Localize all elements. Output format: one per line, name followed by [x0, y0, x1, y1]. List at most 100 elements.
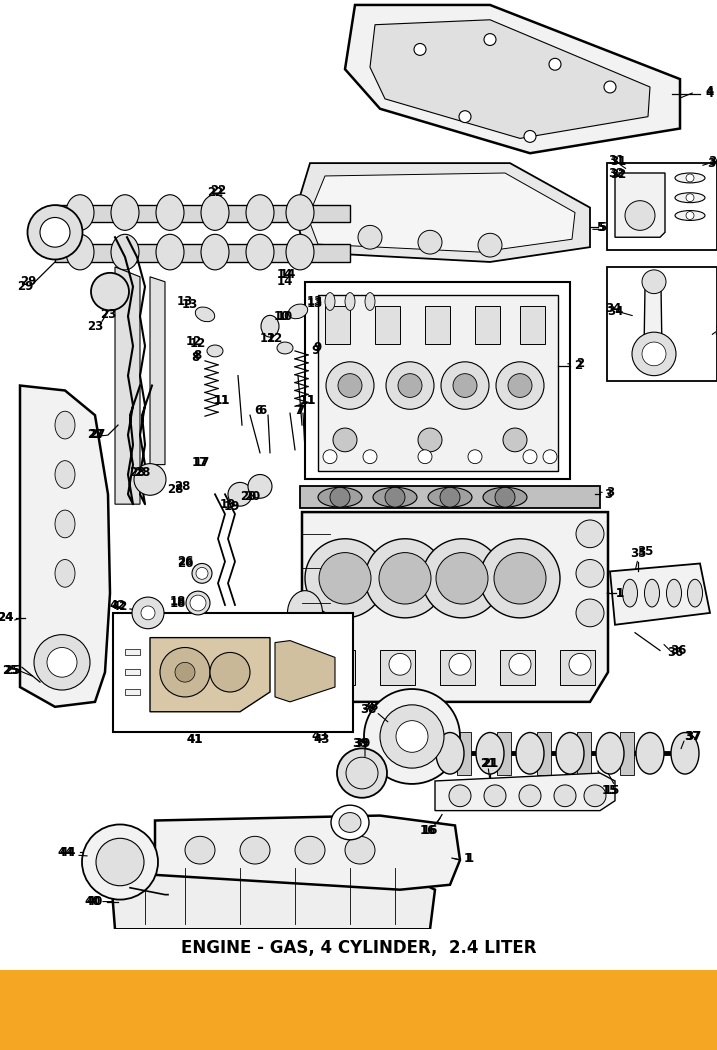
Circle shape [523, 449, 537, 464]
Ellipse shape [201, 194, 229, 230]
Circle shape [414, 43, 426, 56]
Circle shape [329, 653, 351, 675]
Ellipse shape [195, 307, 214, 321]
Circle shape [398, 374, 422, 397]
Circle shape [576, 560, 604, 587]
Circle shape [604, 81, 616, 92]
Text: 12: 12 [186, 335, 202, 348]
Text: 1: 1 [466, 852, 474, 864]
Text: 15: 15 [602, 784, 618, 797]
Circle shape [436, 552, 488, 604]
Ellipse shape [373, 487, 417, 507]
Circle shape [396, 720, 428, 752]
Ellipse shape [192, 564, 212, 583]
Ellipse shape [325, 293, 335, 311]
Ellipse shape [55, 461, 75, 488]
Text: 16: 16 [420, 824, 436, 837]
Ellipse shape [318, 487, 362, 507]
Text: 25: 25 [4, 664, 20, 677]
Ellipse shape [365, 293, 375, 311]
Ellipse shape [185, 836, 215, 864]
Circle shape [480, 539, 560, 617]
Text: 18: 18 [170, 596, 186, 609]
Ellipse shape [675, 173, 705, 183]
Text: 29: 29 [20, 275, 36, 289]
Text: 32: 32 [610, 168, 626, 182]
Ellipse shape [675, 211, 705, 220]
Ellipse shape [246, 234, 274, 270]
Text: 34: 34 [607, 304, 623, 318]
Circle shape [34, 634, 90, 690]
Bar [113, 613, 353, 732]
Circle shape [576, 600, 604, 627]
Ellipse shape [645, 580, 660, 607]
Circle shape [441, 362, 489, 410]
Text: 23: 23 [87, 320, 103, 333]
Ellipse shape [55, 412, 75, 439]
Ellipse shape [91, 273, 129, 311]
Text: 13: 13 [182, 298, 198, 311]
Text: ENGINE - GAS, 4 CYLINDER,  2.4 LITER: ENGINE - GAS, 4 CYLINDER, 2.4 LITER [181, 940, 536, 958]
Text: 7: 7 [296, 404, 304, 417]
Text: 11: 11 [300, 394, 316, 406]
Ellipse shape [261, 315, 279, 337]
Circle shape [175, 663, 195, 682]
Text: 31: 31 [610, 154, 626, 168]
Circle shape [196, 567, 208, 580]
Bar [300, 486, 600, 508]
Circle shape [134, 464, 166, 496]
Ellipse shape [207, 345, 223, 357]
Circle shape [333, 428, 357, 452]
Ellipse shape [331, 805, 369, 840]
Bar [425, 307, 450, 344]
Circle shape [508, 374, 532, 397]
Text: 27: 27 [89, 428, 105, 441]
Text: 13: 13 [307, 297, 323, 310]
Text: 31: 31 [608, 153, 624, 167]
Ellipse shape [556, 733, 584, 774]
Text: 11: 11 [214, 394, 230, 406]
Circle shape [228, 482, 252, 506]
Ellipse shape [667, 580, 681, 607]
Circle shape [132, 597, 164, 629]
Text: 2: 2 [576, 357, 584, 371]
Ellipse shape [516, 733, 544, 774]
Ellipse shape [337, 749, 387, 798]
Text: 25: 25 [2, 664, 18, 677]
Text: 26: 26 [177, 556, 193, 570]
Ellipse shape [156, 234, 184, 270]
Text: 14: 14 [277, 275, 293, 289]
Bar [537, 732, 551, 775]
Text: 30: 30 [708, 154, 717, 168]
Text: 27: 27 [87, 428, 103, 441]
Text: 21: 21 [482, 757, 498, 770]
Bar [497, 732, 511, 775]
Text: 28: 28 [174, 480, 190, 492]
Text: 11: 11 [214, 394, 230, 406]
Circle shape [494, 552, 546, 604]
Bar [440, 650, 475, 685]
Circle shape [509, 653, 531, 675]
Ellipse shape [622, 580, 637, 607]
Ellipse shape [295, 836, 325, 864]
Text: 5: 5 [598, 220, 606, 234]
Bar [607, 267, 717, 380]
Ellipse shape [346, 757, 378, 789]
Circle shape [576, 520, 604, 548]
Circle shape [323, 449, 337, 464]
Ellipse shape [484, 785, 506, 806]
Circle shape [459, 110, 471, 123]
Text: 2: 2 [574, 359, 582, 373]
Circle shape [385, 487, 405, 507]
Circle shape [326, 362, 374, 410]
Circle shape [141, 606, 155, 619]
Ellipse shape [554, 785, 576, 806]
Circle shape [380, 705, 444, 769]
Text: 10: 10 [274, 310, 290, 322]
Text: 36: 36 [667, 646, 683, 659]
Ellipse shape [288, 304, 308, 319]
Ellipse shape [240, 836, 270, 864]
Bar [457, 732, 471, 775]
Circle shape [440, 487, 460, 507]
Ellipse shape [483, 487, 527, 507]
